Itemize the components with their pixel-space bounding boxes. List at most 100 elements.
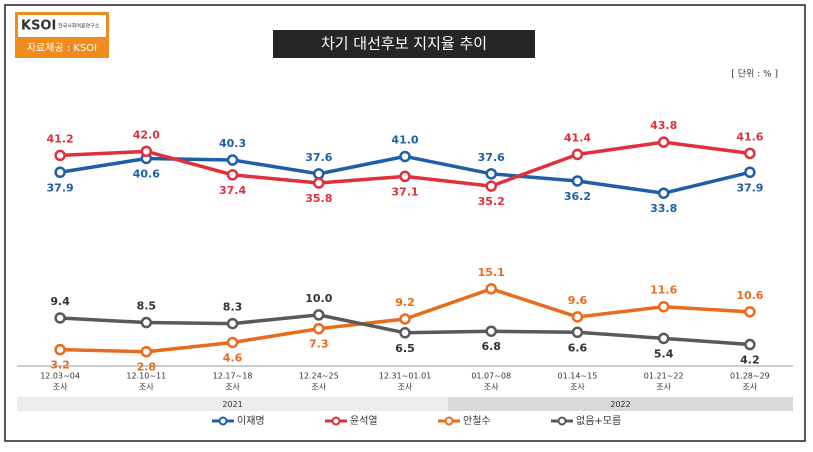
data-label: 37.4 <box>219 184 246 197</box>
marker <box>485 168 497 180</box>
marker <box>140 145 153 158</box>
marker <box>744 306 756 318</box>
data-label: 6.8 <box>481 340 501 353</box>
marker <box>571 326 584 339</box>
x-tick-label: 01.21~22 <box>644 372 684 381</box>
year-band <box>448 397 793 411</box>
data-label: 37.9 <box>47 181 74 194</box>
title-box <box>273 30 535 58</box>
data-label: 9.6 <box>568 294 588 307</box>
marker <box>399 327 411 339</box>
data-label: 42.0 <box>133 128 160 141</box>
data-label: 41.2 <box>47 132 74 145</box>
data-label: 37.6 <box>305 151 332 164</box>
data-label: 33.8 <box>650 202 677 215</box>
data-label: 2.8 <box>137 361 157 374</box>
marker <box>657 187 670 199</box>
marker <box>399 170 411 183</box>
data-label: 6.5 <box>395 342 415 355</box>
data-label: 9.2 <box>395 296 415 309</box>
marker <box>399 313 411 325</box>
legend-label: 안철수 <box>463 415 491 427</box>
frame <box>4 4 806 442</box>
x-tick-suffix: 조사 <box>570 383 585 392</box>
data-label: 7.3 <box>309 338 329 351</box>
legend-marker <box>331 416 341 426</box>
x-tick-label: 12.24~25 <box>299 372 339 381</box>
data-label: 4.2 <box>740 354 760 367</box>
unit-label: [ 단위 : % ] <box>731 69 778 80</box>
data-label: 3.2 <box>50 359 70 372</box>
marker <box>313 322 325 335</box>
x-tick-label: 01.07~08 <box>471 372 511 381</box>
marker <box>744 147 756 160</box>
legend-label: 윤석열 <box>350 415 378 427</box>
data-label: 8.5 <box>137 300 157 313</box>
marker <box>485 180 497 192</box>
data-label: 5.4 <box>654 347 674 360</box>
x-tick-suffix: 조사 <box>139 383 154 392</box>
data-label: 6.6 <box>568 341 588 354</box>
data-label: 37.6 <box>478 151 505 164</box>
logo-org: 한국사회여론연구소 <box>58 23 100 30</box>
marker <box>485 283 497 295</box>
marker <box>571 311 584 323</box>
year-label: 2022 <box>610 400 630 409</box>
data-label: 8.3 <box>223 301 243 314</box>
marker <box>657 300 670 313</box>
marker <box>54 166 66 179</box>
x-tick-suffix: 조사 <box>743 383 758 392</box>
x-tick-suffix: 조사 <box>484 383 499 392</box>
x-tick-suffix: 조사 <box>311 383 326 392</box>
x-tick-suffix: 조사 <box>225 383 240 392</box>
marker <box>140 345 153 358</box>
x-tick-label: 12.03~04 <box>40 372 80 381</box>
logo-source: 자료제공 : KSOI <box>27 42 97 54</box>
marker <box>744 166 756 179</box>
data-label: 43.8 <box>650 119 677 132</box>
data-label: 11.6 <box>650 284 677 297</box>
x-tick-suffix: 조사 <box>398 383 413 392</box>
data-label: 37.9 <box>736 181 763 194</box>
marker <box>485 325 497 337</box>
data-label: 10.0 <box>305 292 332 305</box>
marker <box>313 309 325 321</box>
x-tick-label: 01.14~15 <box>558 372 598 381</box>
data-label: 9.4 <box>50 295 70 308</box>
marker <box>571 175 584 187</box>
year-label: 2021 <box>222 400 242 409</box>
marker <box>226 154 239 166</box>
x-tick-label: 12.31~01.01 <box>379 372 432 381</box>
marker <box>226 169 239 181</box>
data-label: 35.2 <box>478 195 505 208</box>
x-tick-suffix: 조사 <box>656 383 671 392</box>
marker <box>140 316 153 329</box>
data-label: 4.6 <box>223 351 243 364</box>
x-tick-label: 12.17~18 <box>213 372 253 381</box>
data-label: 40.6 <box>133 167 160 180</box>
marker <box>571 148 584 161</box>
marker <box>313 168 325 180</box>
legend-marker <box>218 416 228 426</box>
data-label: 15.1 <box>478 266 505 279</box>
data-label: 36.2 <box>564 190 591 203</box>
legend-marker <box>557 416 567 426</box>
legend-label: 이재명 <box>237 415 265 427</box>
logo-name: KSOI <box>21 19 56 34</box>
data-label: 37.1 <box>391 185 418 198</box>
marker <box>657 136 670 148</box>
data-label: 10.6 <box>736 289 763 302</box>
logo-inner <box>18 15 106 37</box>
x-tick-label: 12.10~11 <box>126 372 166 381</box>
marker <box>313 177 325 189</box>
x-tick-label: 01.28~29 <box>730 372 770 381</box>
year-band <box>17 397 449 411</box>
marker <box>226 336 239 349</box>
data-label: 41.0 <box>391 133 418 146</box>
marker <box>54 149 66 162</box>
legend-marker <box>444 416 454 426</box>
marker <box>657 332 670 345</box>
data-label: 40.3 <box>219 137 246 150</box>
data-label: 35.8 <box>305 192 332 205</box>
